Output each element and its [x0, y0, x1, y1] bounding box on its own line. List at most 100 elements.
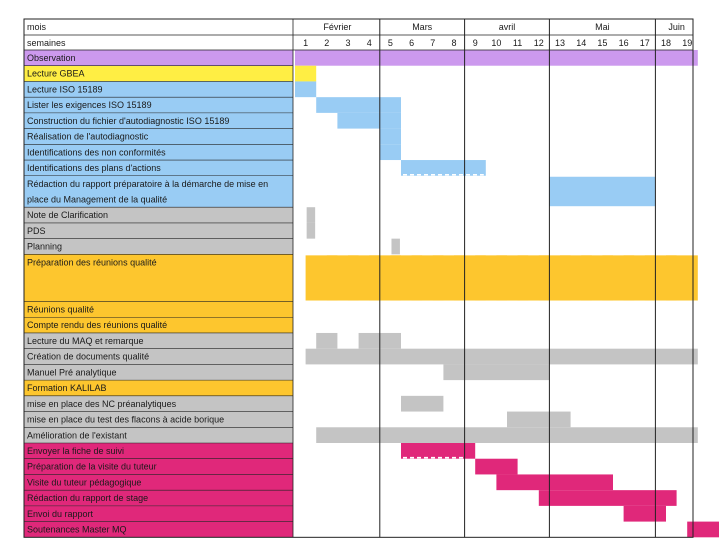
task-label-cell	[24, 160, 293, 176]
task-label: mise en place des NC préanalytiques	[27, 399, 177, 409]
task-label: Rédaction du rapport de stage	[27, 493, 148, 503]
gantt-bar	[295, 50, 698, 66]
task-label: Formation KALILAB	[27, 383, 107, 393]
gantt-bar	[443, 364, 550, 381]
task-label-cell	[24, 521, 293, 538]
task-label-cell	[24, 175, 293, 208]
task-label-cell	[24, 332, 293, 349]
task-label: Amélioration de l'existant	[27, 430, 127, 440]
task-label-cell	[24, 65, 293, 82]
gantt-bar	[379, 332, 401, 349]
gantt-bar	[687, 521, 719, 538]
gantt-bar	[623, 505, 666, 522]
task-label: Envoi du rapport	[27, 509, 94, 519]
week-label: 9	[473, 38, 478, 48]
gantt-bar	[316, 332, 338, 349]
task-label-cell	[24, 301, 293, 318]
week-label: 7	[430, 38, 435, 48]
task-label: Réalisation de l'autodiagnostic	[27, 132, 149, 142]
task-label-cell	[24, 364, 293, 381]
task-label-cell	[24, 238, 293, 255]
task-label-cell	[24, 50, 293, 66]
week-label: 19	[682, 38, 692, 48]
gantt-bar	[305, 348, 698, 365]
week-label: 13	[555, 38, 565, 48]
gantt-bar	[306, 222, 316, 239]
task-label-cell	[24, 81, 293, 98]
task-label-cell	[24, 474, 293, 491]
task-label-cell	[24, 427, 293, 443]
task-label-cell	[24, 443, 293, 459]
task-label: Identifications des plans d'actions	[27, 163, 161, 173]
gantt-bar	[475, 458, 518, 475]
task-label-cell	[24, 505, 293, 522]
gantt-bar	[538, 490, 677, 506]
week-label: 4	[367, 38, 372, 48]
gantt-bar	[496, 474, 613, 491]
task-label: Construction du fichier d'autodiagnostic…	[27, 116, 229, 126]
task-label-cell	[24, 112, 293, 129]
task-label-cell	[24, 207, 293, 223]
task-label: Envoyer la fiche de suivi	[27, 446, 124, 456]
gantt-bar	[379, 128, 401, 145]
task-label: Planning	[27, 242, 62, 252]
task-label: Compte rendu des réunions qualité	[27, 320, 167, 330]
gantt-bar	[401, 443, 476, 459]
task-label-cell	[24, 317, 293, 333]
task-label: Lecture du MAQ et remarque	[27, 336, 144, 346]
task-label: Note de Clarification	[27, 210, 108, 220]
task-label: Préparation de la visite du tuteur	[27, 462, 157, 472]
gantt-bar	[401, 160, 486, 176]
gantt-bar	[295, 81, 317, 98]
task-label: Réunions qualité	[27, 305, 94, 315]
task-label: Lecture GBEA	[27, 69, 85, 79]
task-label: Lecture ISO 15189	[27, 84, 103, 94]
gantt-bar	[316, 97, 401, 113]
gantt-bar	[337, 112, 401, 129]
week-label: 8	[451, 38, 456, 48]
chart-frame	[23, 18, 694, 538]
task-label-cell	[24, 411, 293, 428]
week-label: 2	[324, 38, 329, 48]
task-label: Observation	[27, 53, 76, 63]
gantt-bar	[507, 411, 571, 428]
month-label: Mars	[412, 22, 432, 32]
gantt-bar	[391, 238, 400, 255]
week-label: 18	[661, 38, 671, 48]
task-label-cell	[24, 348, 293, 365]
task-label: Soutenances Master MQ	[27, 525, 127, 535]
task-label: place du Management de la qualité	[27, 194, 167, 204]
task-label: Lister les exigences ISO 15189	[27, 100, 152, 110]
week-label: 16	[619, 38, 629, 48]
week-label: 3	[345, 38, 350, 48]
gantt-bar	[316, 427, 698, 443]
task-label: PDS	[27, 226, 46, 236]
task-label-cell	[24, 254, 293, 302]
task-label-cell	[24, 222, 293, 239]
task-label-cell	[24, 380, 293, 396]
task-label-cell	[24, 144, 293, 161]
task-label-cell	[24, 490, 293, 506]
task-label: Manuel Pré analytique	[27, 367, 117, 377]
gantt-bar	[549, 176, 656, 207]
gantt-bar	[401, 395, 444, 412]
week-label: 15	[597, 38, 607, 48]
month-label: avril	[499, 22, 516, 32]
task-label: Rédaction du rapport préparatoire à la d…	[27, 179, 268, 189]
month-header-label: mois	[27, 22, 47, 32]
week-label: 11	[513, 38, 522, 48]
task-label: Préparation des réunions qualité	[27, 257, 157, 267]
task-label-cell	[24, 458, 293, 475]
gantt-bar	[295, 65, 317, 82]
week-label: 12	[534, 38, 544, 48]
gantt-bar	[358, 332, 380, 349]
task-label-cell	[24, 128, 293, 145]
month-label: Mai	[595, 22, 610, 32]
week-label: 5	[388, 38, 393, 48]
week-label: 1	[303, 38, 308, 48]
task-label: Création de documents qualité	[27, 352, 149, 362]
month-label: Février	[323, 22, 351, 32]
task-label: mise en place du test des flacons à acid…	[27, 415, 224, 425]
month-label: Juin	[668, 22, 685, 32]
